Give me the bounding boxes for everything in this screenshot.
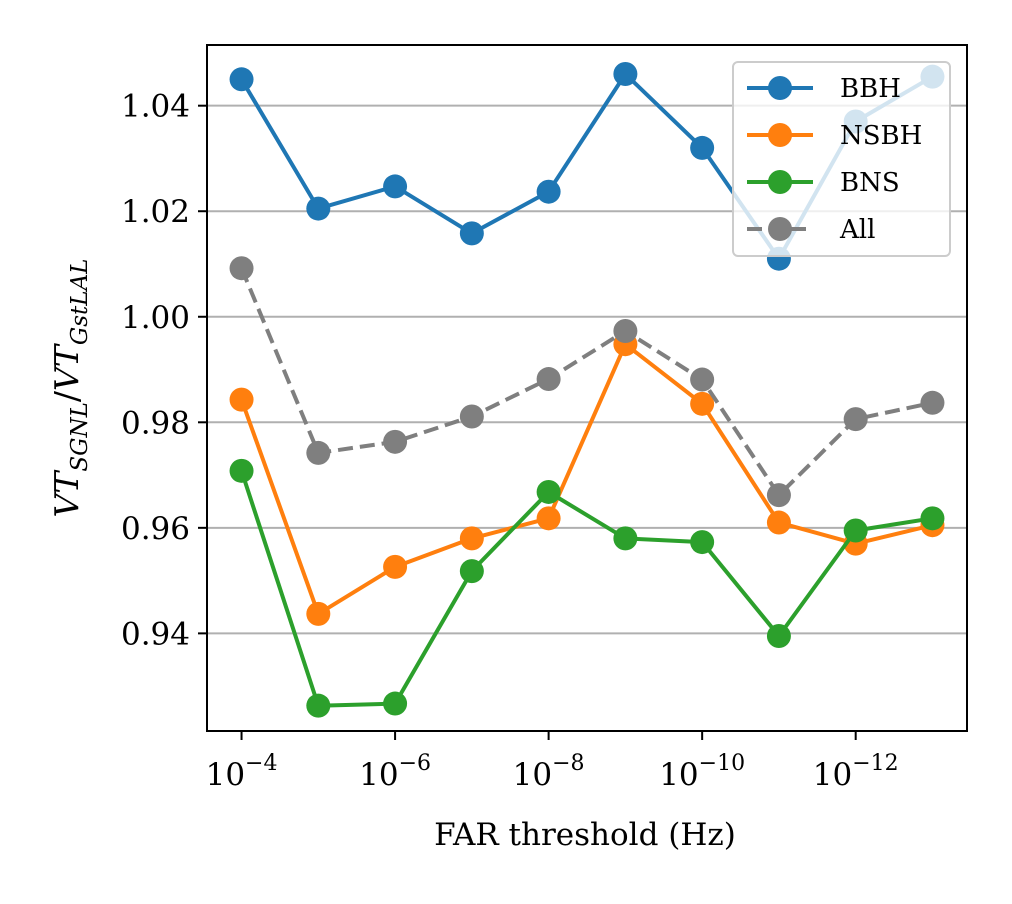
- y-tick-label: 1.04: [121, 89, 190, 125]
- data-point-bns: [843, 518, 868, 543]
- series-line-all: [239, 267, 933, 498]
- y-tick-label: 0.96: [121, 511, 190, 547]
- data-point-nsbh: [229, 387, 254, 412]
- data-point-bbh: [306, 196, 331, 221]
- data-point-nsbh: [536, 506, 561, 531]
- data-point-all: [613, 319, 638, 344]
- data-point-bbh: [536, 179, 561, 204]
- data-point-bbh: [690, 135, 715, 160]
- plot-frame: [206, 44, 968, 732]
- x-tick-label: 10−12: [813, 751, 899, 793]
- y-label-vt-numerator: VT: [47, 469, 86, 518]
- series-group: [229, 62, 945, 718]
- data-point-bbh: [229, 67, 254, 92]
- data-point-bns: [920, 506, 945, 531]
- data-point-bns: [690, 530, 715, 555]
- data-point-all: [920, 390, 945, 415]
- axis-ticks: 0.94 0.96 0.98 1.00 1.02 1.04 10−4 10−6 10−8 10−1…: [121, 89, 899, 793]
- legend: BBH NSBH BNS All: [732, 61, 951, 257]
- y-label-subscript-sgnl: SGNL: [67, 402, 93, 472]
- y-tick-label: 0.94: [121, 616, 190, 652]
- data-point-bns: [306, 693, 331, 718]
- data-point-nsbh: [383, 554, 408, 579]
- data-point-all: [536, 367, 561, 392]
- legend-label-nsbh: NSBH: [840, 121, 922, 151]
- data-point-bbh: [459, 221, 484, 246]
- data-point-all: [383, 429, 408, 454]
- y-tick-label: 1.00: [121, 300, 190, 336]
- data-point-nsbh: [690, 391, 715, 416]
- data-point-bns: [383, 691, 408, 716]
- data-point-all: [766, 483, 791, 508]
- x-tick-label: 10−6: [359, 751, 431, 793]
- legend-label-all: All: [839, 215, 875, 245]
- legend-label-bns: BNS: [840, 168, 900, 198]
- x-tick-label: 10−10: [659, 751, 745, 793]
- series-line-bns: [239, 470, 933, 708]
- y-label-slash: /: [47, 390, 86, 402]
- legend-marker-nsbh: [768, 123, 792, 147]
- data-point-bns: [536, 479, 561, 504]
- x-axis-label: FAR threshold (Hz): [434, 817, 736, 853]
- y-tick-label: 0.98: [121, 405, 190, 441]
- data-point-bns: [229, 458, 254, 483]
- data-point-bns: [766, 624, 791, 649]
- y-tick-label: 1.02: [121, 194, 190, 230]
- legend-marker-bns: [768, 170, 792, 194]
- data-point-bbh: [613, 62, 638, 87]
- data-point-nsbh: [766, 510, 791, 535]
- data-point-bns: [459, 559, 484, 584]
- data-point-all: [229, 256, 254, 281]
- x-tick-label: 10−4: [206, 751, 278, 793]
- data-point-all: [843, 407, 868, 432]
- y-label-vt-denominator: VT: [47, 342, 86, 391]
- series-line-nsbh: [239, 342, 933, 616]
- legend-marker-bbh: [768, 76, 792, 100]
- legend-box: [732, 61, 951, 257]
- data-point-all: [459, 404, 484, 429]
- data-point-nsbh: [459, 526, 484, 551]
- y-label-subscript-gstlal: GstLAL: [67, 259, 93, 346]
- data-point-bns: [613, 526, 638, 551]
- y-axis-label: VTSGNL/VTGstLAL: [47, 259, 93, 518]
- legend-label-bbh: BBH: [840, 74, 901, 104]
- data-point-all: [306, 440, 331, 465]
- data-point-all: [690, 367, 715, 392]
- data-point-bbh: [383, 174, 408, 199]
- legend-marker-all: [768, 217, 792, 241]
- x-tick-label: 10−8: [513, 751, 585, 793]
- data-point-nsbh: [306, 601, 331, 626]
